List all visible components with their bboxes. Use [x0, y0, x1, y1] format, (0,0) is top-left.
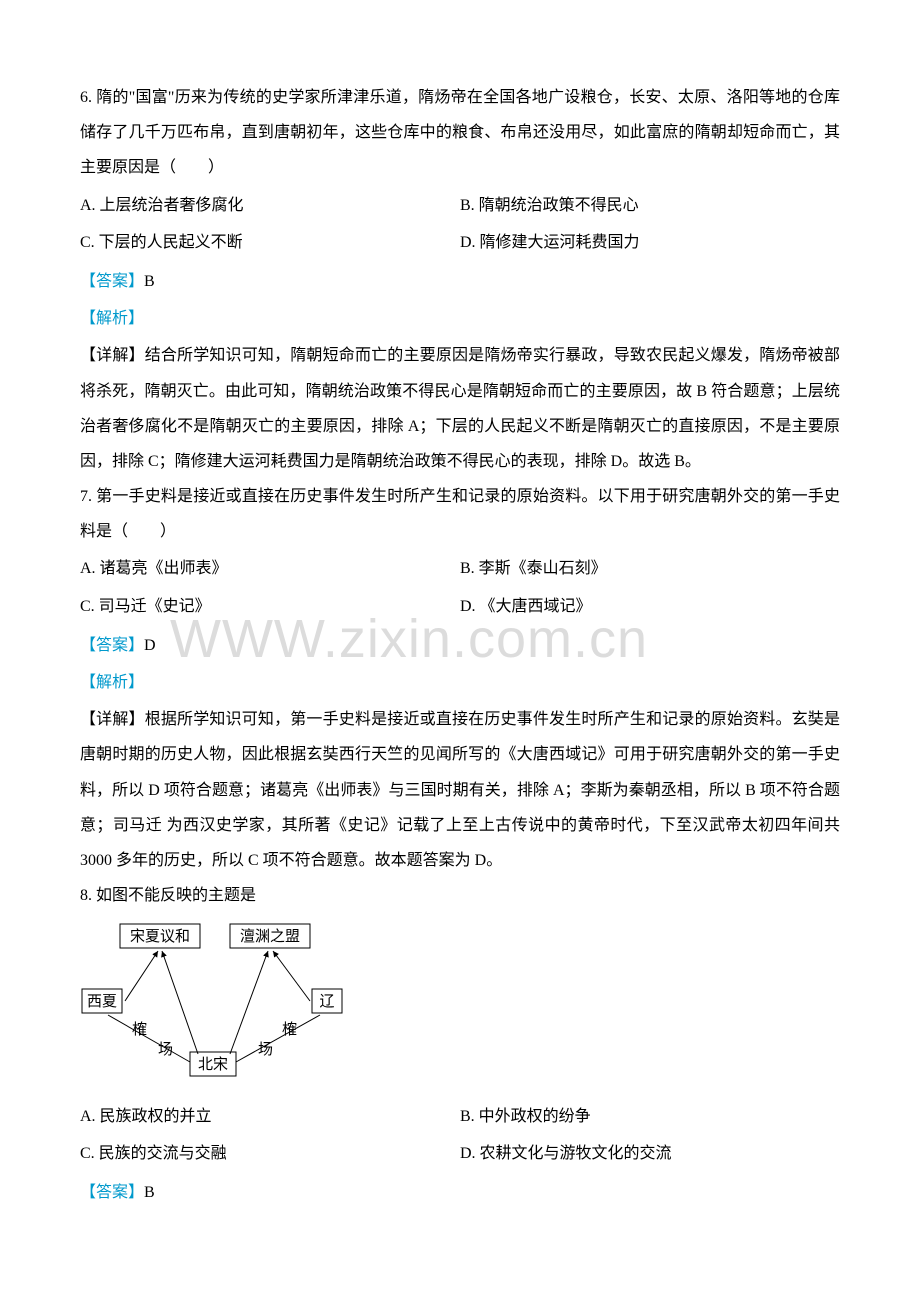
node-right: 辽 [319, 993, 334, 1010]
q6-option-d: D. 隋修建大运河耗费国力 [460, 225, 840, 260]
q7-options-row1: A. 诸葛亮《出师表》 B. 李斯《泰山石刻》 [80, 551, 840, 586]
q8-answer: 【答案】B [80, 1175, 840, 1210]
q7-option-d: D. 《大唐西域记》 [460, 589, 840, 624]
q6-options-row1: A. 上层统治者奢侈腐化 B. 隋朝统治政策不得民心 [80, 188, 840, 223]
q7-option-b: B. 李斯《泰山石刻》 [460, 551, 840, 586]
q7-options-row2: C. 司马迁《史记》 D. 《大唐西域记》 [80, 589, 840, 624]
q7-stem: 7. 第一手史料是接近或直接在历史事件发生时所产生和记录的原始资料。以下用于研究… [80, 479, 840, 549]
edge-label-right-1: 榷 [282, 1021, 297, 1038]
q6-option-a: A. 上层统治者奢侈腐化 [80, 188, 460, 223]
diagram-svg: 宋夏议和 澶渊之盟 西夏 辽 北宋 [80, 919, 360, 1079]
node-top-right: 澶渊之盟 [240, 927, 300, 945]
q7-answer-label: 【答案】 [80, 637, 144, 654]
q6-stem: 6. 隋的"国富"历来为传统的史学家所津津乐道，隋炀帝在全国各地广设粮仓，长安、… [80, 80, 840, 186]
q7-option-a: A. 诸葛亮《出师表》 [80, 551, 460, 586]
q8-answer-label: 【答案】 [80, 1184, 144, 1201]
q8-option-a: A. 民族政权的并立 [80, 1099, 460, 1134]
q6-analysis-label: 【解析】 [80, 301, 840, 336]
q8-diagram: 宋夏议和 澶渊之盟 西夏 辽 北宋 [80, 919, 840, 1092]
q8-options-row2: C. 民族的交流与交融 D. 农耕文化与游牧文化的交流 [80, 1136, 840, 1171]
q8-answer-letter: B [144, 1184, 155, 1201]
q6-options-row2: C. 下层的人民起义不断 D. 隋修建大运河耗费国力 [80, 225, 840, 260]
edge [125, 951, 158, 1001]
q7-option-c: C. 司马迁《史记》 [80, 589, 460, 624]
node-bottom: 北宋 [198, 1056, 228, 1073]
edge-label-right-2: 场 [258, 1041, 273, 1058]
edge [162, 951, 198, 1054]
q8-option-d: D. 农耕文化与游牧文化的交流 [460, 1136, 840, 1171]
q6-answer: 【答案】B [80, 264, 840, 299]
q6-option-b: B. 隋朝统治政策不得民心 [460, 188, 840, 223]
edge [273, 951, 310, 1001]
q8-option-b: B. 中外政权的纷争 [460, 1099, 840, 1134]
node-top-left: 宋夏议和 [130, 928, 190, 945]
q6-answer-label: 【答案】 [80, 273, 144, 290]
q7-analysis-body: 【详解】根据所学知识可知，第一手史料是接近或直接在历史事件发生时所产生和记录的原… [80, 702, 840, 878]
q7-answer: 【答案】D [80, 628, 840, 663]
q7-analysis-label: 【解析】 [80, 665, 840, 700]
q6-option-c: C. 下层的人民起义不断 [80, 225, 460, 260]
page-content: 6. 隋的"国富"历来为传统的史学家所津津乐道，隋炀帝在全国各地广设粮仓，长安、… [80, 80, 840, 1210]
node-left: 西夏 [87, 994, 117, 1010]
q6-analysis-body: 【详解】结合所学知识可知，隋朝短命而亡的主要原因是隋炀帝实行暴政，导致农民起义爆… [80, 338, 840, 479]
q8-stem: 8. 如图不能反映的主题是 [80, 878, 840, 913]
q6-answer-letter: B [144, 273, 155, 290]
edge-label-left-1: 榷 [132, 1021, 147, 1038]
edge [236, 1015, 320, 1062]
q7-answer-letter: D [144, 637, 156, 654]
edge [230, 951, 268, 1054]
edge-label-left-2: 场 [158, 1041, 173, 1058]
edge [108, 1015, 190, 1062]
q8-options-row1: A. 民族政权的并立 B. 中外政权的纷争 [80, 1099, 840, 1134]
q8-option-c: C. 民族的交流与交融 [80, 1136, 460, 1171]
